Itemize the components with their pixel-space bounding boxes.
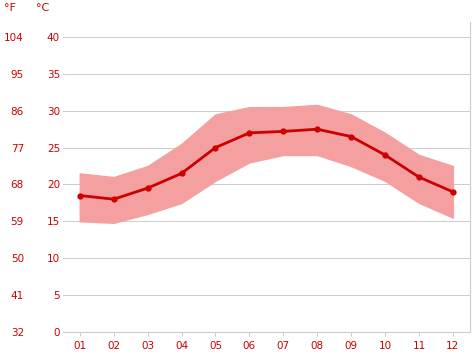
Text: °F: °F xyxy=(4,3,16,13)
Text: °C: °C xyxy=(36,3,49,13)
